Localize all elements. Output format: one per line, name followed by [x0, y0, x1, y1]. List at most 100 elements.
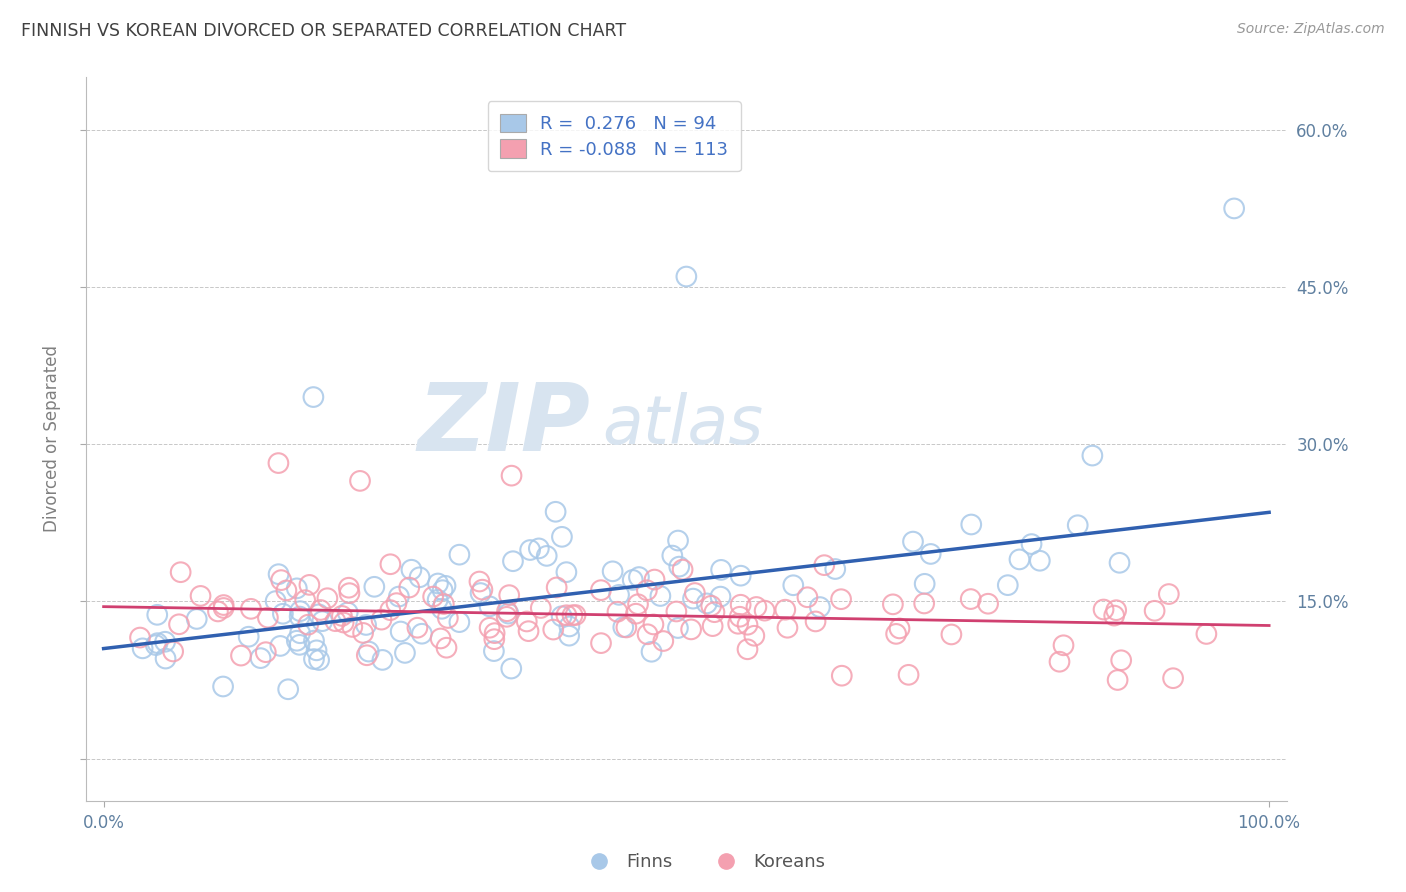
- Point: [884, 627, 907, 641]
- Point: [433, 597, 456, 611]
- Point: [363, 580, 385, 594]
- Point: [1021, 537, 1043, 551]
- Point: [411, 626, 433, 640]
- Point: [288, 609, 311, 624]
- Point: [308, 607, 330, 622]
- Point: [422, 590, 444, 604]
- Point: [302, 390, 325, 404]
- Point: [267, 456, 290, 470]
- Point: [129, 631, 152, 645]
- Point: [1081, 449, 1104, 463]
- Point: [354, 618, 377, 632]
- Point: [257, 610, 280, 624]
- Point: [342, 620, 364, 634]
- Point: [960, 517, 983, 532]
- Point: [470, 586, 492, 600]
- Point: [1161, 671, 1184, 685]
- Point: [709, 590, 731, 604]
- Point: [744, 629, 766, 643]
- Point: [640, 645, 662, 659]
- Point: [831, 669, 853, 683]
- Point: [298, 578, 321, 592]
- Point: [264, 594, 287, 608]
- Point: [498, 607, 520, 621]
- Point: [710, 563, 733, 577]
- Point: [276, 583, 298, 598]
- Point: [901, 534, 924, 549]
- Point: [627, 597, 650, 611]
- Point: [530, 601, 553, 615]
- Point: [1157, 587, 1180, 601]
- Point: [882, 598, 904, 612]
- Point: [162, 644, 184, 658]
- Point: [606, 605, 628, 619]
- Point: [332, 615, 354, 630]
- Point: [426, 592, 449, 607]
- Point: [668, 559, 690, 574]
- Point: [754, 604, 776, 618]
- Point: [380, 603, 402, 617]
- Point: [527, 541, 550, 556]
- Point: [614, 620, 637, 634]
- Text: Source: ZipAtlas.com: Source: ZipAtlas.com: [1237, 22, 1385, 37]
- Point: [775, 603, 797, 617]
- Point: [311, 614, 333, 628]
- Point: [249, 651, 271, 665]
- Point: [401, 563, 423, 577]
- Point: [478, 599, 501, 614]
- Point: [830, 592, 852, 607]
- Point: [430, 601, 453, 615]
- Point: [675, 269, 697, 284]
- Point: [498, 588, 520, 602]
- Point: [437, 611, 460, 625]
- Point: [153, 634, 176, 648]
- Point: [544, 505, 567, 519]
- Point: [394, 646, 416, 660]
- Point: [449, 615, 471, 629]
- Point: [636, 583, 658, 598]
- Point: [665, 605, 688, 619]
- Point: [551, 530, 574, 544]
- Point: [297, 617, 319, 632]
- Text: FINNISH VS KOREAN DIVORCED OR SEPARATED CORRELATION CHART: FINNISH VS KOREAN DIVORCED OR SEPARATED …: [21, 22, 626, 40]
- Point: [254, 645, 277, 659]
- Text: ZIP: ZIP: [418, 378, 591, 470]
- Point: [288, 638, 311, 652]
- Point: [914, 577, 936, 591]
- Point: [1108, 556, 1130, 570]
- Point: [737, 617, 759, 632]
- Point: [1143, 604, 1166, 618]
- Point: [681, 623, 703, 637]
- Point: [131, 641, 153, 656]
- Point: [146, 636, 169, 650]
- Point: [776, 621, 799, 635]
- Point: [186, 612, 208, 626]
- Point: [546, 581, 568, 595]
- Point: [146, 607, 169, 622]
- Point: [589, 583, 612, 598]
- Legend: R =  0.276   N = 94, R = -0.088   N = 113: R = 0.276 N = 94, R = -0.088 N = 113: [488, 101, 741, 171]
- Point: [501, 468, 523, 483]
- Point: [380, 558, 402, 572]
- Point: [703, 605, 725, 619]
- Point: [449, 548, 471, 562]
- Point: [496, 604, 519, 618]
- Point: [325, 614, 347, 628]
- Point: [700, 599, 723, 613]
- Point: [1105, 603, 1128, 617]
- Point: [745, 599, 768, 614]
- Point: [478, 621, 501, 635]
- Point: [782, 578, 804, 592]
- Point: [337, 581, 360, 595]
- Point: [637, 627, 659, 641]
- Point: [550, 609, 572, 624]
- Point: [824, 562, 846, 576]
- Point: [666, 533, 689, 548]
- Point: [398, 581, 420, 595]
- Point: [406, 621, 429, 635]
- Point: [959, 592, 981, 607]
- Point: [1008, 552, 1031, 566]
- Point: [671, 563, 693, 577]
- Point: [1067, 518, 1090, 533]
- Point: [468, 574, 491, 589]
